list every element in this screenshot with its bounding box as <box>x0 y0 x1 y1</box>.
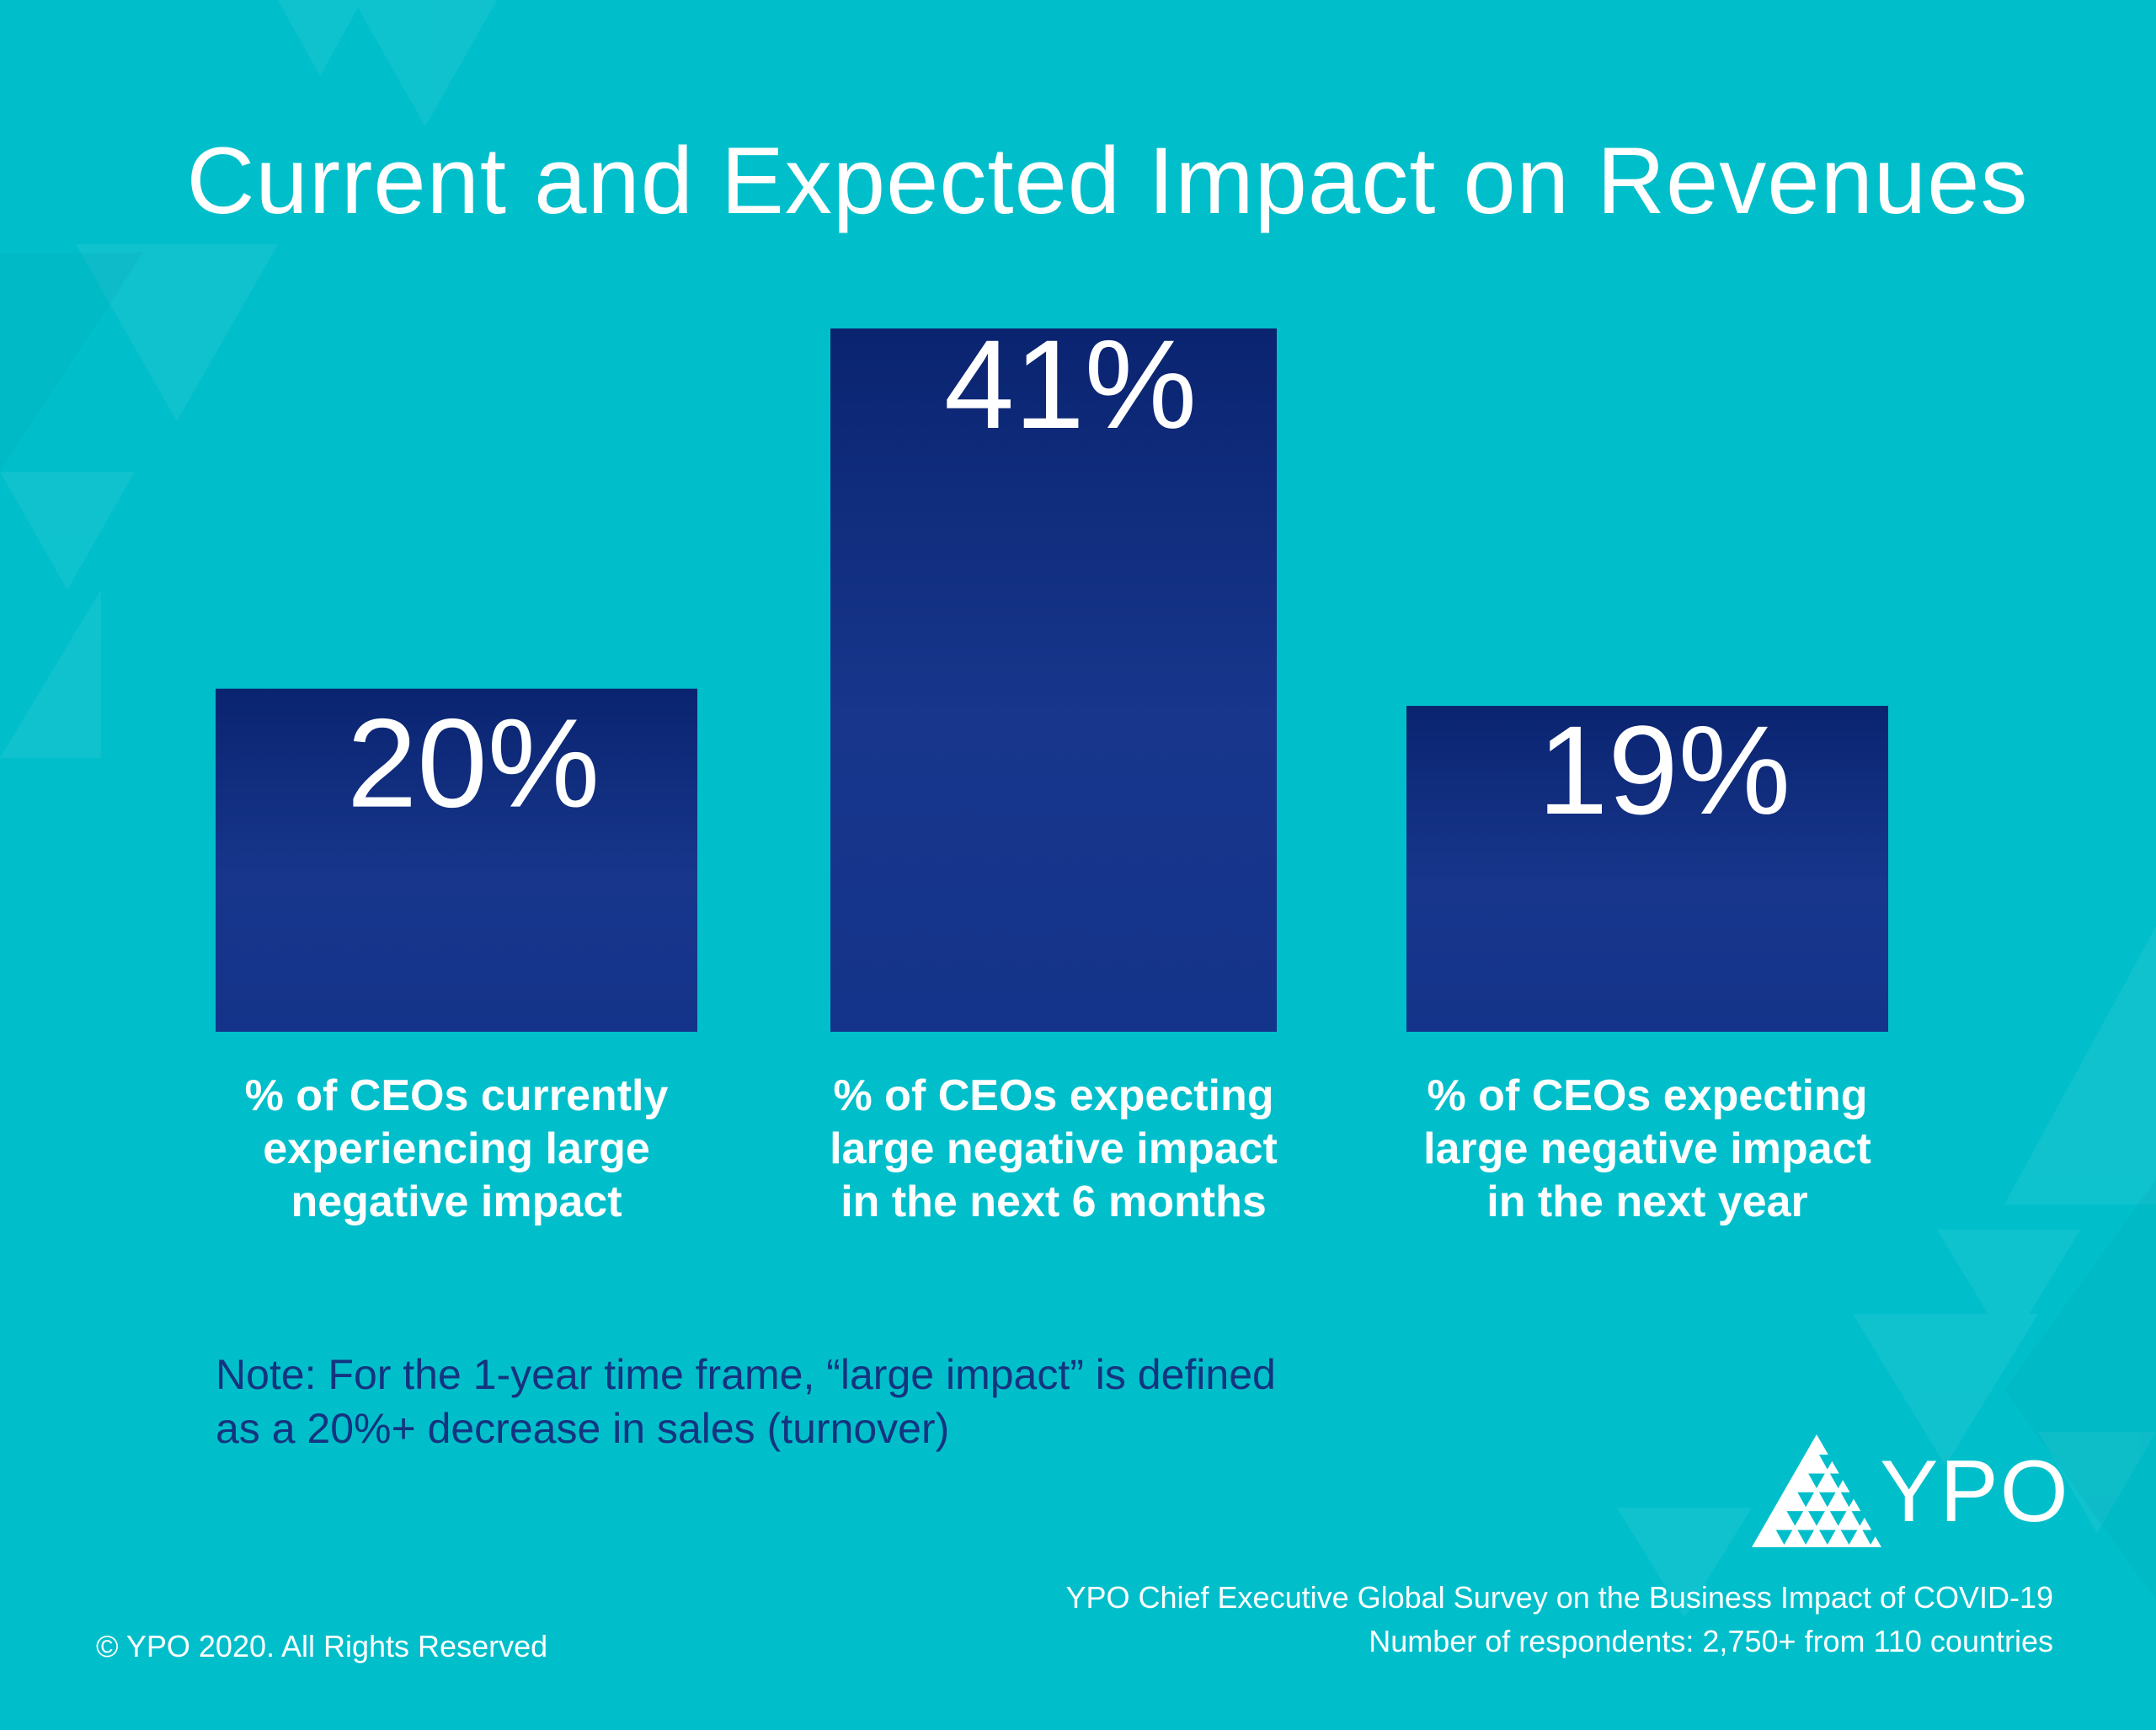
source-line-1: YPO Chief Executive Global Survey on the… <box>1065 1580 2053 1615</box>
note: Note: For the 1-year time frame, “large … <box>216 1348 1479 1455</box>
bar-value-label-1: 20% <box>347 692 600 834</box>
bar-3 <box>1406 706 1888 1032</box>
category-label-2-line-2: large negative impact <box>830 1124 1278 1173</box>
category-label-3: % of CEOs expecting large negative impact… <box>1386 1070 1908 1229</box>
category-label-2-line-1: % of CEOs expecting <box>833 1071 1274 1120</box>
bar-value-label-3: 19% <box>1538 699 1790 841</box>
category-label-2: % of CEOs expecting large negative impact… <box>792 1070 1315 1229</box>
category-label-1: % of CEOs currently experiencing large neg… <box>195 1070 718 1229</box>
bar-value-label-2: 41% <box>944 313 1197 455</box>
category-label-3-line-3: in the next year <box>1486 1177 1808 1226</box>
chart-title: Current and Expected Impact on Revenues <box>186 128 2029 233</box>
note-line-1: Note: For the 1-year time frame, “large … <box>216 1351 1276 1398</box>
ypo-triangle-logo-icon <box>1752 1434 1881 1547</box>
category-label-3-line-1: % of CEOs expecting <box>1427 1071 1868 1120</box>
category-label-2-line-3: in the next 6 months <box>841 1177 1267 1226</box>
category-label-3-line-2: large negative impact <box>1423 1124 1871 1173</box>
category-label-1-line-2: experiencing large <box>263 1124 650 1173</box>
category-label-1-line-3: negative impact <box>291 1177 622 1226</box>
logo-text: YPO <box>1880 1443 2070 1540</box>
source-line-2: Number of respondents: 2,750+ from 110 c… <box>1369 1624 2053 1658</box>
bar-2 <box>830 328 1277 1032</box>
bar-1 <box>216 688 697 1032</box>
copyright: © YPO 2020. All Rights Reserved <box>96 1629 548 1663</box>
note-line-2: as a 20%+ decrease in sales (turnover) <box>216 1405 950 1452</box>
category-label-1-line-1: % of CEOs currently <box>244 1071 669 1120</box>
